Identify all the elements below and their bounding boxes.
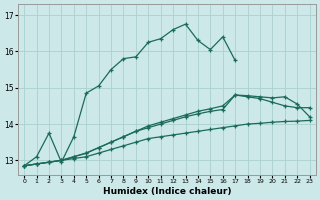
X-axis label: Humidex (Indice chaleur): Humidex (Indice chaleur) — [103, 187, 231, 196]
